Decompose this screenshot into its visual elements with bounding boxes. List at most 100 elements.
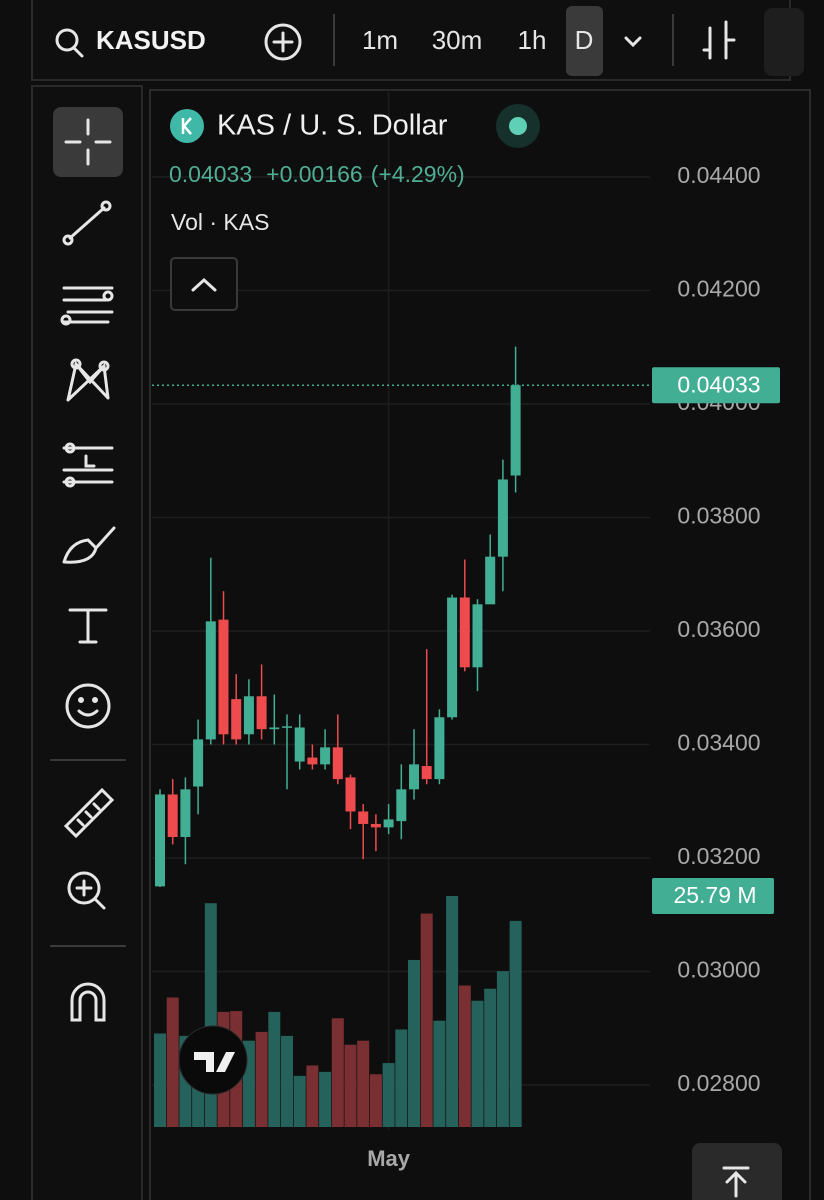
candle-body (510, 385, 521, 476)
interval-dropdown[interactable] (624, 36, 642, 48)
symbol-logo-mark (181, 117, 192, 135)
fib-tool[interactable] (60, 286, 114, 326)
more-button[interactable] (764, 8, 804, 76)
symbol-logo (170, 109, 204, 143)
candle-body (497, 479, 508, 557)
volume-bar (293, 1075, 306, 1127)
brush-tool[interactable] (62, 526, 116, 564)
candle-body (345, 777, 356, 812)
candle-body (447, 597, 458, 718)
candle-body (269, 727, 280, 730)
volume-bar (484, 988, 497, 1127)
volume-bar (395, 1029, 408, 1127)
volume-bar (458, 985, 471, 1127)
overlay: 0.02800 0.03000 0.03200 0.03400 0.03600 0.038… (367, 162, 780, 1171)
text-tool[interactable] (68, 608, 108, 644)
volume-bar (344, 1044, 357, 1127)
candle-body (218, 619, 229, 735)
collapse-icon (191, 277, 217, 292)
y-tick-label: 0.03800 (677, 503, 760, 529)
candle-body (421, 766, 432, 780)
candle-body (294, 727, 305, 762)
trend-line-tool[interactable] (62, 200, 112, 246)
volume-bar (471, 1000, 484, 1127)
volume-legend: Vol · KAS (171, 209, 269, 235)
volume-bar (281, 1035, 293, 1127)
volume-bar (319, 1071, 332, 1127)
candle-body (167, 794, 178, 838)
volume-bar (420, 913, 433, 1127)
candle-body (243, 696, 254, 735)
y-tick-label: 0.04200 (677, 276, 760, 302)
market-status-dot (509, 117, 527, 135)
candle-body (383, 819, 394, 828)
last-price-tag (652, 367, 780, 404)
volume-bar (446, 896, 459, 1127)
volume-bar (268, 1011, 281, 1127)
y-tick-label: 0.03200 (677, 843, 760, 869)
candle-body (409, 764, 419, 790)
ruler-tool[interactable] (63, 787, 115, 839)
interval-selected-bg (566, 6, 603, 76)
volume-tag (652, 878, 774, 914)
plot-area (152, 92, 652, 1130)
y-tick-label: 0.04400 (677, 162, 760, 188)
candle-body (370, 823, 381, 828)
emoji-tool[interactable] (65, 683, 111, 729)
volume-bar (255, 1031, 268, 1127)
volume-bar (331, 1018, 344, 1127)
candle-body (332, 747, 343, 780)
last-price-tag-label: 0.04033 (677, 371, 760, 397)
volume-bar (166, 997, 179, 1127)
interval[interactable]: 30m (432, 25, 483, 55)
scroll-icon (722, 1166, 750, 1198)
tradingview-logo-mark (194, 1052, 235, 1072)
volume-bar (154, 1033, 166, 1127)
chart-type-button[interactable] (702, 20, 736, 60)
interval[interactable]: 1m (362, 25, 398, 55)
top-toolbar (31, 0, 791, 81)
magnet-tool[interactable] (70, 982, 106, 1022)
candle-body (193, 739, 204, 787)
price-change-pct: (+4.29%) (371, 161, 465, 187)
candle-body (396, 789, 407, 822)
candle-body (282, 726, 292, 728)
candle-body (472, 604, 483, 668)
search-icon[interactable] (55, 28, 84, 58)
volume-bar (509, 920, 522, 1127)
volume-bar (408, 959, 420, 1127)
add-button[interactable] (264, 23, 302, 61)
volume-bar (369, 1074, 382, 1127)
interval[interactable]: D (575, 25, 594, 55)
candle-body (459, 597, 470, 668)
candle-body (307, 757, 318, 765)
crosshair-icon (64, 118, 112, 166)
candle-body (358, 811, 369, 824)
symbol[interactable]: KASUSD (96, 25, 206, 55)
zoom-tool[interactable] (67, 871, 106, 910)
x-tick-label: May (367, 1146, 411, 1171)
volume-bar (496, 971, 509, 1127)
y-tick-label: 0.03600 (677, 616, 760, 642)
crosshair-tool[interactable] (53, 107, 123, 177)
interval[interactable]: 1h (518, 25, 547, 55)
volume-bar (357, 1040, 370, 1127)
candle-body (231, 699, 242, 740)
scroll-to-latest[interactable] (692, 1143, 782, 1200)
candle-body (205, 621, 216, 740)
candle-body (256, 696, 267, 730)
volume-bar (306, 1065, 319, 1127)
candle-body (320, 747, 331, 765)
collapse-button[interactable] (170, 257, 238, 311)
candle-body (485, 556, 496, 605)
price-change: +0.00166 (266, 161, 363, 187)
y-tick-label: 0.03400 (677, 730, 760, 756)
volume-bar (433, 1020, 446, 1127)
y-tick-label: 0.02800 (677, 1070, 760, 1096)
pattern-tool[interactable] (66, 358, 110, 402)
position-tool[interactable] (62, 442, 114, 488)
candle-body (155, 794, 165, 887)
last-price: 0.04033 (169, 161, 252, 187)
chart-title: KAS / U. S. Dollar (217, 110, 448, 142)
